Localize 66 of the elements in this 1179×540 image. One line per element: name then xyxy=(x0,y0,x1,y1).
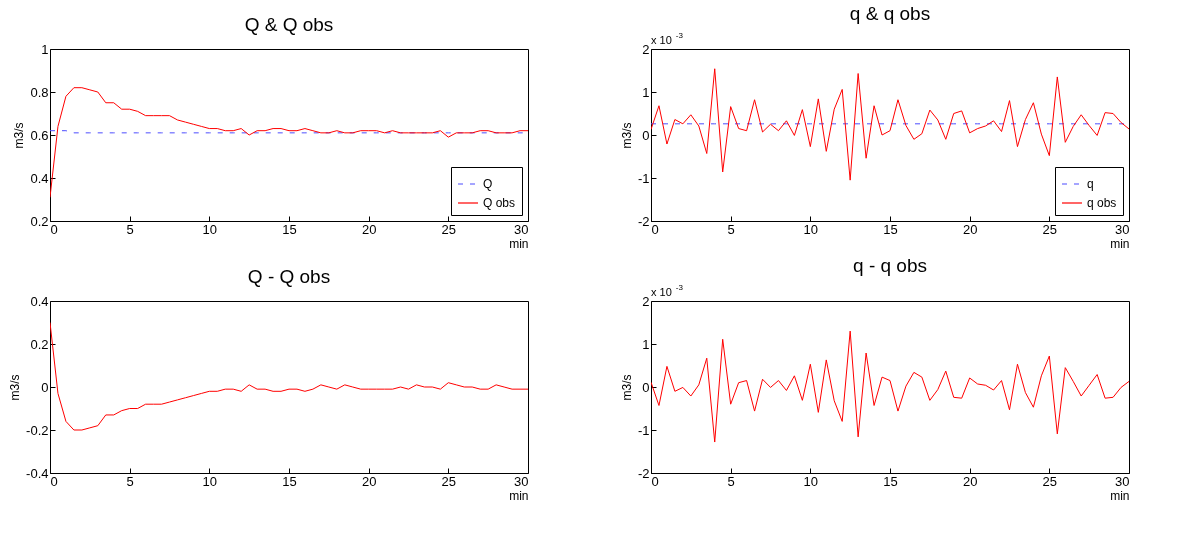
y-tick-label: 0.4 xyxy=(30,293,49,309)
x-tick-label: 5 xyxy=(126,221,134,237)
y-tick-label: 0 xyxy=(41,379,49,395)
y-axis-title: m3/s xyxy=(12,122,27,149)
y-tick-label: 1 xyxy=(41,41,49,57)
legend-label: q obs xyxy=(1087,196,1117,210)
y-tick-label: -0.4 xyxy=(26,465,49,481)
y-tick-label: 0 xyxy=(642,127,650,143)
x-tick-label: 30 xyxy=(514,473,529,489)
x-tick-label: 5 xyxy=(727,221,735,237)
line-series xyxy=(50,322,528,431)
line-series xyxy=(651,68,1129,181)
x-tick-label: 10 xyxy=(202,221,218,237)
x-tick-label: 25 xyxy=(1042,473,1058,489)
y-tick-label: 0.2 xyxy=(30,213,49,229)
y-axis-title: m3/s xyxy=(619,122,634,149)
x-tick-label: 20 xyxy=(361,473,377,489)
x-tick-label: 25 xyxy=(441,473,457,489)
y-tick-label: -1 xyxy=(637,170,650,186)
y-tick-label: -0.2 xyxy=(26,422,49,438)
y-tick-label: 0.8 xyxy=(30,84,49,100)
y-axis-title: m3/s xyxy=(8,374,23,401)
chart-title: Q - Q obs xyxy=(247,266,331,287)
y-tick-label: 0.2 xyxy=(30,336,49,352)
x-tick-label: 15 xyxy=(883,221,898,237)
x-tick-label: 30 xyxy=(514,221,529,237)
line-series xyxy=(50,87,528,198)
y-tick-label: -2 xyxy=(637,213,650,229)
x-tick-label: 30 xyxy=(1115,221,1130,237)
x-tick-label: 10 xyxy=(803,221,819,237)
y-tick-label: 2 xyxy=(642,41,650,57)
x-tick-label: 25 xyxy=(441,221,457,237)
chart-title: q & q obs xyxy=(849,3,931,24)
x-axis-title: min xyxy=(1110,236,1130,251)
text: x 10-3 xyxy=(651,31,684,46)
x-axis-title: min xyxy=(509,236,529,251)
y-tick-label: -2 xyxy=(637,465,650,481)
y-tick-label: 0.6 xyxy=(30,127,49,143)
legend-label: q xyxy=(1087,177,1094,191)
chart-title: Q & Q obs xyxy=(244,14,334,35)
y-tick-label: 0.4 xyxy=(30,170,49,186)
x-tick-label: 5 xyxy=(126,473,134,489)
y-tick-label: 1 xyxy=(642,84,650,100)
x-axis-title: min xyxy=(509,488,529,503)
x-tick-label: 20 xyxy=(361,221,377,237)
x-tick-label: 15 xyxy=(883,473,898,489)
x-tick-label: 10 xyxy=(803,473,819,489)
legend-label: Q obs xyxy=(483,196,516,210)
y-axis-title: m3/s xyxy=(619,374,634,401)
x-tick-label: 15 xyxy=(282,473,297,489)
x-axis-title: min xyxy=(1110,488,1130,503)
y-tick-label: -1 xyxy=(637,422,650,438)
text: x 10-3 xyxy=(651,283,684,298)
x-tick-label: 10 xyxy=(202,473,218,489)
y-tick-label: 2 xyxy=(642,293,650,309)
x-tick-label: 20 xyxy=(962,221,978,237)
x-tick-label: 15 xyxy=(282,221,297,237)
legend-label: Q xyxy=(483,177,493,191)
y-tick-label: 0 xyxy=(642,379,650,395)
y-tick-label: 1 xyxy=(642,336,650,352)
x-tick-label: 20 xyxy=(962,473,978,489)
chart-title: q - q obs xyxy=(853,255,927,276)
x-tick-label: 5 xyxy=(727,473,735,489)
x-tick-label: 30 xyxy=(1115,473,1130,489)
x-tick-label: 25 xyxy=(1042,221,1058,237)
line-series xyxy=(651,330,1129,443)
